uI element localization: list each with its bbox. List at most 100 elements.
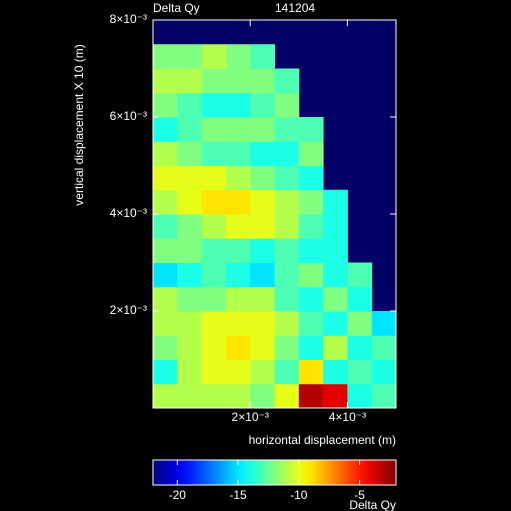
heatmap-cell xyxy=(371,335,397,360)
heatmap-cell xyxy=(371,311,397,336)
colorbar-label: Delta Qy xyxy=(349,498,396,511)
heatmap-cell xyxy=(298,359,324,385)
heatmap-cell xyxy=(177,359,203,385)
heatmap-cell xyxy=(250,359,275,385)
heatmap-cell xyxy=(274,383,300,409)
heatmap-cell xyxy=(347,286,373,312)
heatmap-cell xyxy=(274,165,300,191)
heatmap-cell xyxy=(201,286,227,312)
heatmap-cell xyxy=(323,383,348,409)
heatmap-cell xyxy=(201,44,227,69)
heatmap-cell xyxy=(298,311,324,336)
heatmap-cell xyxy=(274,117,300,142)
heatmap-cell xyxy=(250,311,275,336)
heatmap-cell xyxy=(225,335,251,360)
heatmap-cell xyxy=(225,189,251,215)
chart-subtitle: 141204 xyxy=(275,1,315,15)
heatmap-cell xyxy=(201,117,227,142)
y-tick-label: 4×10⁻³ xyxy=(110,206,147,220)
heatmap-cell xyxy=(323,311,348,336)
heatmap-cell xyxy=(250,383,275,409)
heatmap-cell xyxy=(177,286,203,312)
heatmap-cell xyxy=(177,311,203,336)
heatmap-cell xyxy=(177,238,203,263)
heatmap-cell xyxy=(274,189,300,215)
heatmap-cell xyxy=(225,262,251,288)
heatmap-cell xyxy=(153,286,178,312)
heatmap-cell xyxy=(153,44,178,69)
heatmap-cell xyxy=(298,335,324,360)
heatmap-cell xyxy=(225,117,251,142)
heatmap-cell xyxy=(274,286,300,312)
heatmap-cell xyxy=(274,262,300,288)
heatmap-cell xyxy=(177,214,203,239)
heatmap-cell xyxy=(177,117,203,142)
heatmap-cell xyxy=(274,311,300,336)
heatmap-cell xyxy=(323,262,348,288)
colorbar-tick-label: -15 xyxy=(229,488,247,502)
heatmap-cell xyxy=(250,92,275,118)
heatmap-cell xyxy=(250,214,275,239)
heatmap-cell xyxy=(153,141,178,166)
heatmap-cell xyxy=(153,238,178,263)
heatmap-cell xyxy=(225,383,251,409)
heatmap-cell xyxy=(153,335,178,360)
heatmap-cell xyxy=(225,359,251,385)
heatmap-cell xyxy=(177,44,203,69)
heatmap-cell xyxy=(347,359,373,385)
heatmap-cell xyxy=(298,165,324,191)
heatmap-cell xyxy=(274,359,300,385)
heatmap-cell xyxy=(153,117,178,142)
heatmap-cell xyxy=(225,311,251,336)
colorbar xyxy=(152,459,397,486)
heatmap-cell xyxy=(250,189,275,215)
heatmap-cell xyxy=(153,68,178,94)
y-axis-label: vertical displacement X 10 (m) xyxy=(72,44,86,205)
heatmap-cell xyxy=(323,359,348,385)
heatmap-cell xyxy=(250,44,275,69)
heatmap-cell xyxy=(201,141,227,166)
heatmap-cell xyxy=(177,92,203,118)
heatmap-cell xyxy=(177,141,203,166)
heatmap-cell xyxy=(177,165,203,191)
heatmap-cell xyxy=(201,92,227,118)
heatmap-cell xyxy=(153,189,178,215)
heatmap-cell xyxy=(177,68,203,94)
heatmap-cell xyxy=(225,141,251,166)
x-tick-label: 2×10⁻³ xyxy=(232,410,269,424)
heatmap-cell xyxy=(177,189,203,215)
heatmap-cell xyxy=(201,214,227,239)
colorbar-tick-label: -5 xyxy=(354,488,365,502)
heatmap-cell xyxy=(177,335,203,360)
heatmap-cell xyxy=(371,359,397,385)
x-axis-label: horizontal displacement (m) xyxy=(249,433,396,447)
heatmap-cell xyxy=(201,262,227,288)
heatmap-cell xyxy=(298,262,324,288)
heatmap-cell xyxy=(225,44,251,69)
heatmap-cell xyxy=(250,117,275,142)
heatmap-cell xyxy=(298,214,324,239)
heatmap-cell xyxy=(298,117,324,142)
heatmap-cell xyxy=(201,311,227,336)
colorbar-tick-label: -20 xyxy=(169,488,187,502)
heatmap-cell xyxy=(225,68,251,94)
heatmap-cell xyxy=(298,189,324,215)
heatmap-cell xyxy=(250,286,275,312)
heatmap-cell xyxy=(177,262,203,288)
heatmap-cell xyxy=(323,238,348,263)
heatmap-cell xyxy=(250,141,275,166)
heatmap-cell xyxy=(298,141,324,166)
heatmap-cell xyxy=(347,311,373,336)
heatmap-cell xyxy=(274,141,300,166)
heatmap-cell xyxy=(323,189,348,215)
heatmap-cell xyxy=(274,238,300,263)
heatmap-cell xyxy=(225,286,251,312)
heatmap-cell xyxy=(201,189,227,215)
y-tick-label: 8×10⁻³ xyxy=(110,12,147,26)
heatmap-cell xyxy=(298,286,324,312)
heatmap-cell xyxy=(347,262,373,288)
heatmap-cell xyxy=(201,165,227,191)
heatmap-cell xyxy=(274,68,300,94)
x-tick-label: 4×10⁻³ xyxy=(329,410,366,424)
heatmap-cell xyxy=(298,238,324,263)
